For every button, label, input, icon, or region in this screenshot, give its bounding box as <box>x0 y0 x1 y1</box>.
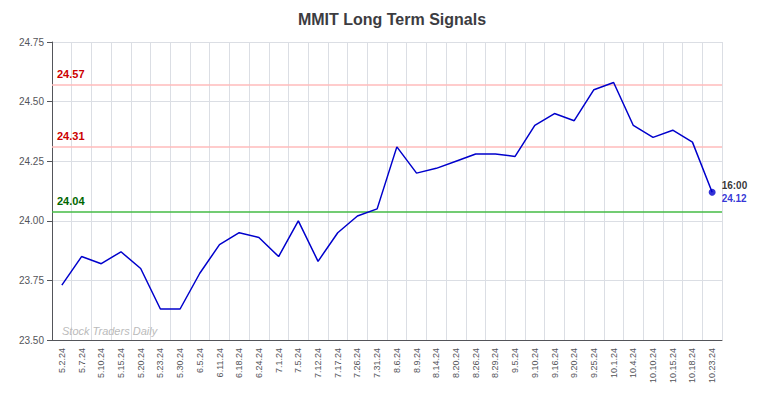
svg-text:23.50: 23.50 <box>19 335 44 346</box>
svg-text:8.20.24: 8.20.24 <box>451 348 461 378</box>
svg-text:10.1.24: 10.1.24 <box>609 348 619 378</box>
svg-text:9.20.24: 9.20.24 <box>569 348 579 378</box>
svg-text:7.17.24: 7.17.24 <box>333 348 343 378</box>
svg-text:5.10.24: 5.10.24 <box>96 348 106 378</box>
svg-text:16:00: 16:00 <box>722 180 748 191</box>
svg-text:10.18.24: 10.18.24 <box>687 348 697 383</box>
svg-text:8.26.24: 8.26.24 <box>471 348 481 378</box>
svg-text:9.25.24: 9.25.24 <box>589 348 599 378</box>
svg-text:5.2.24: 5.2.24 <box>57 348 67 373</box>
svg-text:9.16.24: 9.16.24 <box>550 348 560 378</box>
svg-text:5.30.24: 5.30.24 <box>175 348 185 378</box>
svg-text:24.00: 24.00 <box>19 215 44 226</box>
svg-text:6.11.24: 6.11.24 <box>215 348 225 377</box>
svg-text:10.15.24: 10.15.24 <box>668 348 678 383</box>
svg-text:7.31.24: 7.31.24 <box>372 348 382 378</box>
svg-text:9.5.24: 9.5.24 <box>510 348 520 373</box>
svg-text:8.6.24: 8.6.24 <box>392 348 402 373</box>
svg-text:24.04: 24.04 <box>57 195 85 207</box>
svg-text:24.12: 24.12 <box>722 193 747 204</box>
svg-text:24.50: 24.50 <box>19 96 44 107</box>
svg-text:5.15.24: 5.15.24 <box>116 348 126 378</box>
svg-text:6.18.24: 6.18.24 <box>234 348 244 378</box>
svg-text:MMIT Long Term Signals: MMIT Long Term Signals <box>298 11 486 28</box>
svg-text:8.9.24: 8.9.24 <box>412 348 422 373</box>
svg-text:7.26.24: 7.26.24 <box>352 348 362 378</box>
svg-text:10.23.24: 10.23.24 <box>707 348 717 383</box>
svg-text:24.57: 24.57 <box>57 68 85 80</box>
svg-text:5.7.24: 5.7.24 <box>77 348 87 373</box>
svg-text:8.29.24: 8.29.24 <box>490 348 500 378</box>
svg-text:10.10.24: 10.10.24 <box>648 348 658 383</box>
svg-text:9.10.24: 9.10.24 <box>530 348 540 378</box>
svg-text:6.5.24: 6.5.24 <box>195 348 205 373</box>
svg-text:7.1.24: 7.1.24 <box>274 348 284 373</box>
svg-text:8.14.24: 8.14.24 <box>431 348 441 378</box>
svg-text:24.25: 24.25 <box>19 156 44 167</box>
svg-text:23.75: 23.75 <box>19 275 44 286</box>
svg-text:10.4.24: 10.4.24 <box>628 348 638 378</box>
svg-text:24.75: 24.75 <box>19 37 44 48</box>
svg-text:6.24.24: 6.24.24 <box>254 348 264 378</box>
svg-text:5.20.24: 5.20.24 <box>136 348 146 378</box>
svg-text:7.5.24: 7.5.24 <box>293 348 303 373</box>
svg-text:7.12.24: 7.12.24 <box>313 348 323 378</box>
svg-text:5.23.24: 5.23.24 <box>155 348 165 378</box>
svg-text:24.31: 24.31 <box>57 130 85 142</box>
svg-text:Stock Traders Daily: Stock Traders Daily <box>62 325 159 337</box>
